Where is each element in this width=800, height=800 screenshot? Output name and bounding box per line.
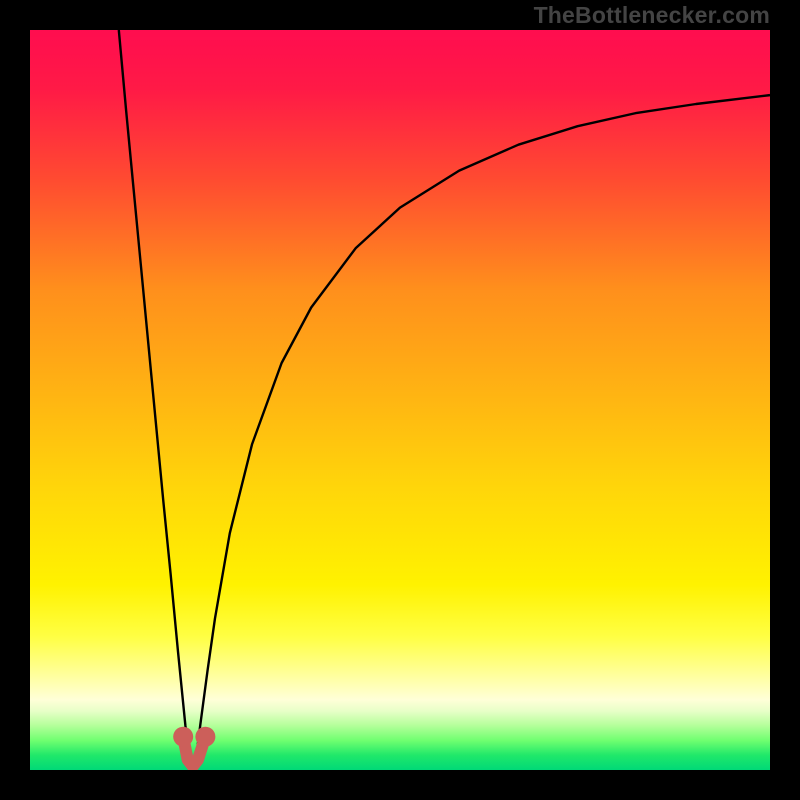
bottleneck-curve <box>119 30 770 766</box>
notch-marker-dot <box>195 727 215 747</box>
watermark-text: TheBottlenecker.com <box>534 2 770 29</box>
plot-svg <box>30 30 770 770</box>
notch-marker-dots <box>173 727 215 747</box>
plot-area <box>30 30 770 770</box>
notch-marker-dot <box>173 727 193 747</box>
